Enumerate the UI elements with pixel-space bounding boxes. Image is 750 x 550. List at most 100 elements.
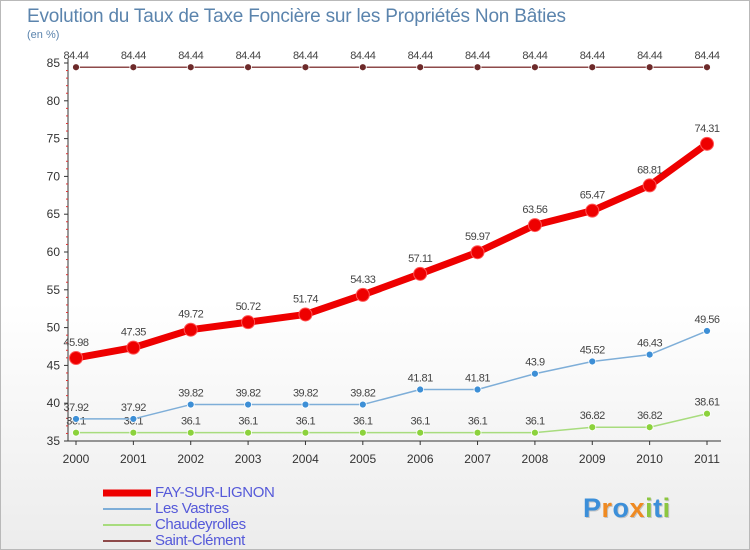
data-label: 84.44 <box>637 50 662 62</box>
data-point <box>241 315 256 330</box>
data-point <box>645 63 654 72</box>
y-tick-label: 65 <box>47 207 61 221</box>
data-point <box>531 63 539 72</box>
data-label: 59.97 <box>465 231 490 243</box>
data-label: 45.98 <box>63 337 88 349</box>
data-point <box>244 428 252 437</box>
logo-letter: x <box>629 493 646 523</box>
data-point <box>358 428 367 437</box>
series-line <box>75 412 708 434</box>
data-label: 57.11 <box>408 253 433 265</box>
data-point <box>416 428 425 437</box>
logo-letter: i <box>645 493 654 523</box>
data-label: 63.56 <box>522 204 547 216</box>
data-point <box>531 369 539 378</box>
logo-letter: t <box>653 493 663 523</box>
data-point <box>473 63 482 72</box>
data-point <box>588 357 597 366</box>
logo-letter: i <box>662 493 671 523</box>
data-point <box>645 423 654 432</box>
x-tick-label: 2000 <box>63 452 90 466</box>
data-point <box>642 178 657 193</box>
y-tick-label: 50 <box>47 321 61 335</box>
y-tick-label: 70 <box>47 169 61 183</box>
chart-title: Evolution du Taux de Taxe Foncière sur l… <box>27 6 566 27</box>
x-tick-label: 2004 <box>292 452 319 466</box>
legend-label: FAY-SUR-LIGNON <box>155 484 275 501</box>
data-point <box>588 63 597 72</box>
data-label: 46.43 <box>637 338 662 350</box>
x-tick-label: 2010 <box>636 452 663 466</box>
data-label: 74.31 <box>694 123 719 135</box>
data-point <box>473 428 482 437</box>
data-point <box>301 63 310 72</box>
data-point <box>301 400 310 409</box>
data-label: 45.52 <box>580 344 605 356</box>
x-tick-label: 2005 <box>349 452 376 466</box>
data-point <box>183 322 198 337</box>
data-point <box>355 287 370 302</box>
data-point <box>416 385 425 394</box>
data-point <box>413 266 428 281</box>
data-label: 41.81 <box>408 373 433 385</box>
data-label: 84.44 <box>350 50 375 62</box>
data-point <box>585 203 600 218</box>
data-point <box>416 63 425 72</box>
data-point <box>129 428 138 437</box>
legend-swatch <box>103 540 151 542</box>
data-label: 39.82 <box>178 388 203 400</box>
data-point <box>129 63 138 72</box>
data-point <box>72 428 80 437</box>
logo-letter: o <box>612 493 630 523</box>
proxiti-logo: Proxiti <box>583 493 671 524</box>
legend-label: Chaudeyrolles <box>155 516 246 533</box>
data-point <box>186 63 195 72</box>
data-label: 84.44 <box>121 50 146 62</box>
data-point <box>72 63 80 72</box>
legend-swatch <box>103 508 151 510</box>
x-tick-label: 2008 <box>522 452 549 466</box>
data-label: 36.1 <box>525 416 545 428</box>
y-tick-label: 60 <box>47 245 61 259</box>
data-label: 68.81 <box>637 164 662 176</box>
series-line <box>75 330 708 420</box>
x-tick-label: 2003 <box>235 452 262 466</box>
data-label: 84.44 <box>465 50 490 62</box>
data-point <box>186 400 195 409</box>
x-tick-label: 2002 <box>177 452 204 466</box>
y-tick-label: 35 <box>47 434 61 448</box>
data-label: 84.44 <box>580 50 605 62</box>
data-point <box>527 218 542 233</box>
data-point <box>129 415 138 423</box>
data-label: 39.82 <box>350 388 375 400</box>
x-tick-label: 2001 <box>120 452 147 466</box>
data-point <box>470 245 485 260</box>
data-label: 50.72 <box>236 301 261 313</box>
y-unit-label: (en %) <box>27 29 60 41</box>
data-label: 36.1 <box>296 416 316 428</box>
data-point <box>301 428 310 437</box>
data-label: 36.1 <box>181 416 201 428</box>
data-label: 65.47 <box>580 190 605 202</box>
data-label: 37.92 <box>121 402 146 414</box>
y-tick-label: 80 <box>47 94 61 108</box>
data-label: 36.1 <box>238 416 258 428</box>
data-label: 47.35 <box>121 327 146 339</box>
data-point <box>588 423 597 432</box>
data-point <box>244 63 252 72</box>
data-label: 36.1 <box>353 416 373 428</box>
data-label: 51.74 <box>293 293 318 305</box>
data-point <box>645 350 654 359</box>
y-tick-label: 85 <box>47 56 61 70</box>
data-label: 49.56 <box>694 314 719 326</box>
data-label: 84.44 <box>236 50 261 62</box>
data-label: 84.44 <box>178 50 203 62</box>
legend-swatch <box>103 524 151 526</box>
legend-label: Les Vastres <box>155 500 229 517</box>
x-tick-label: 2009 <box>579 452 606 466</box>
logo-letter: r <box>601 493 613 523</box>
data-point <box>531 428 539 437</box>
data-point <box>473 385 482 394</box>
y-tick-label: 55 <box>47 283 61 297</box>
